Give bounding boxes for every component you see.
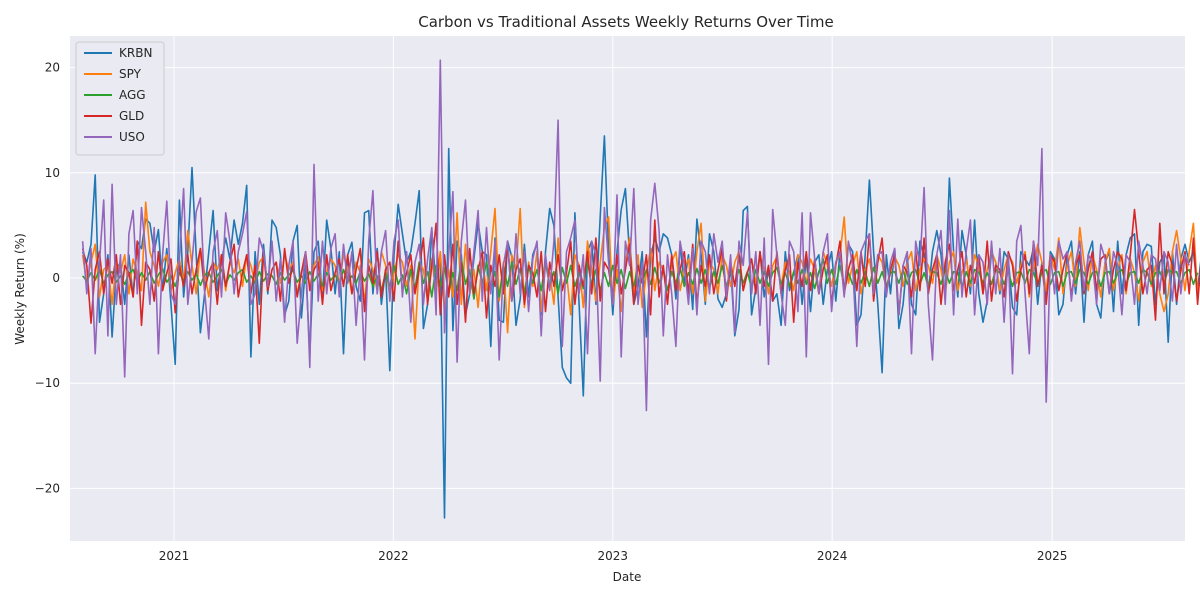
series-line-uso (81, 59, 1190, 412)
legend-label: SPY (119, 67, 142, 81)
legend-label: USO (119, 130, 145, 144)
y-tick-label: −10 (35, 376, 60, 390)
y-tick-label: 0 (52, 271, 60, 285)
legend-label: GLD (119, 109, 144, 123)
y-axis-label: Weekly Return (%) (13, 233, 27, 345)
x-tick-label: 2023 (598, 549, 629, 563)
legend: KRBN SPY AGG GLD USO (75, 41, 165, 156)
legend-label: AGG (119, 88, 146, 102)
y-tick-label: 20 (45, 61, 60, 75)
y-tick-label: −20 (35, 481, 60, 495)
x-tick-label: 2024 (817, 549, 848, 563)
y-tick-label: 10 (45, 166, 60, 180)
legend-label: KRBN (119, 46, 152, 60)
x-tick-label: 2022 (378, 549, 409, 563)
x-axis-label: Date (613, 570, 642, 584)
chart-title: Carbon vs Traditional Assets Weekly Retu… (418, 13, 834, 31)
tick-labels: −20 −10 0 10 20 2021 2022 2023 2024 2025 (35, 61, 1068, 563)
series-lines (81, 59, 1200, 519)
legend-box (75, 41, 165, 156)
x-tick-label: 2021 (159, 549, 190, 563)
x-tick-label: 2025 (1037, 549, 1068, 563)
